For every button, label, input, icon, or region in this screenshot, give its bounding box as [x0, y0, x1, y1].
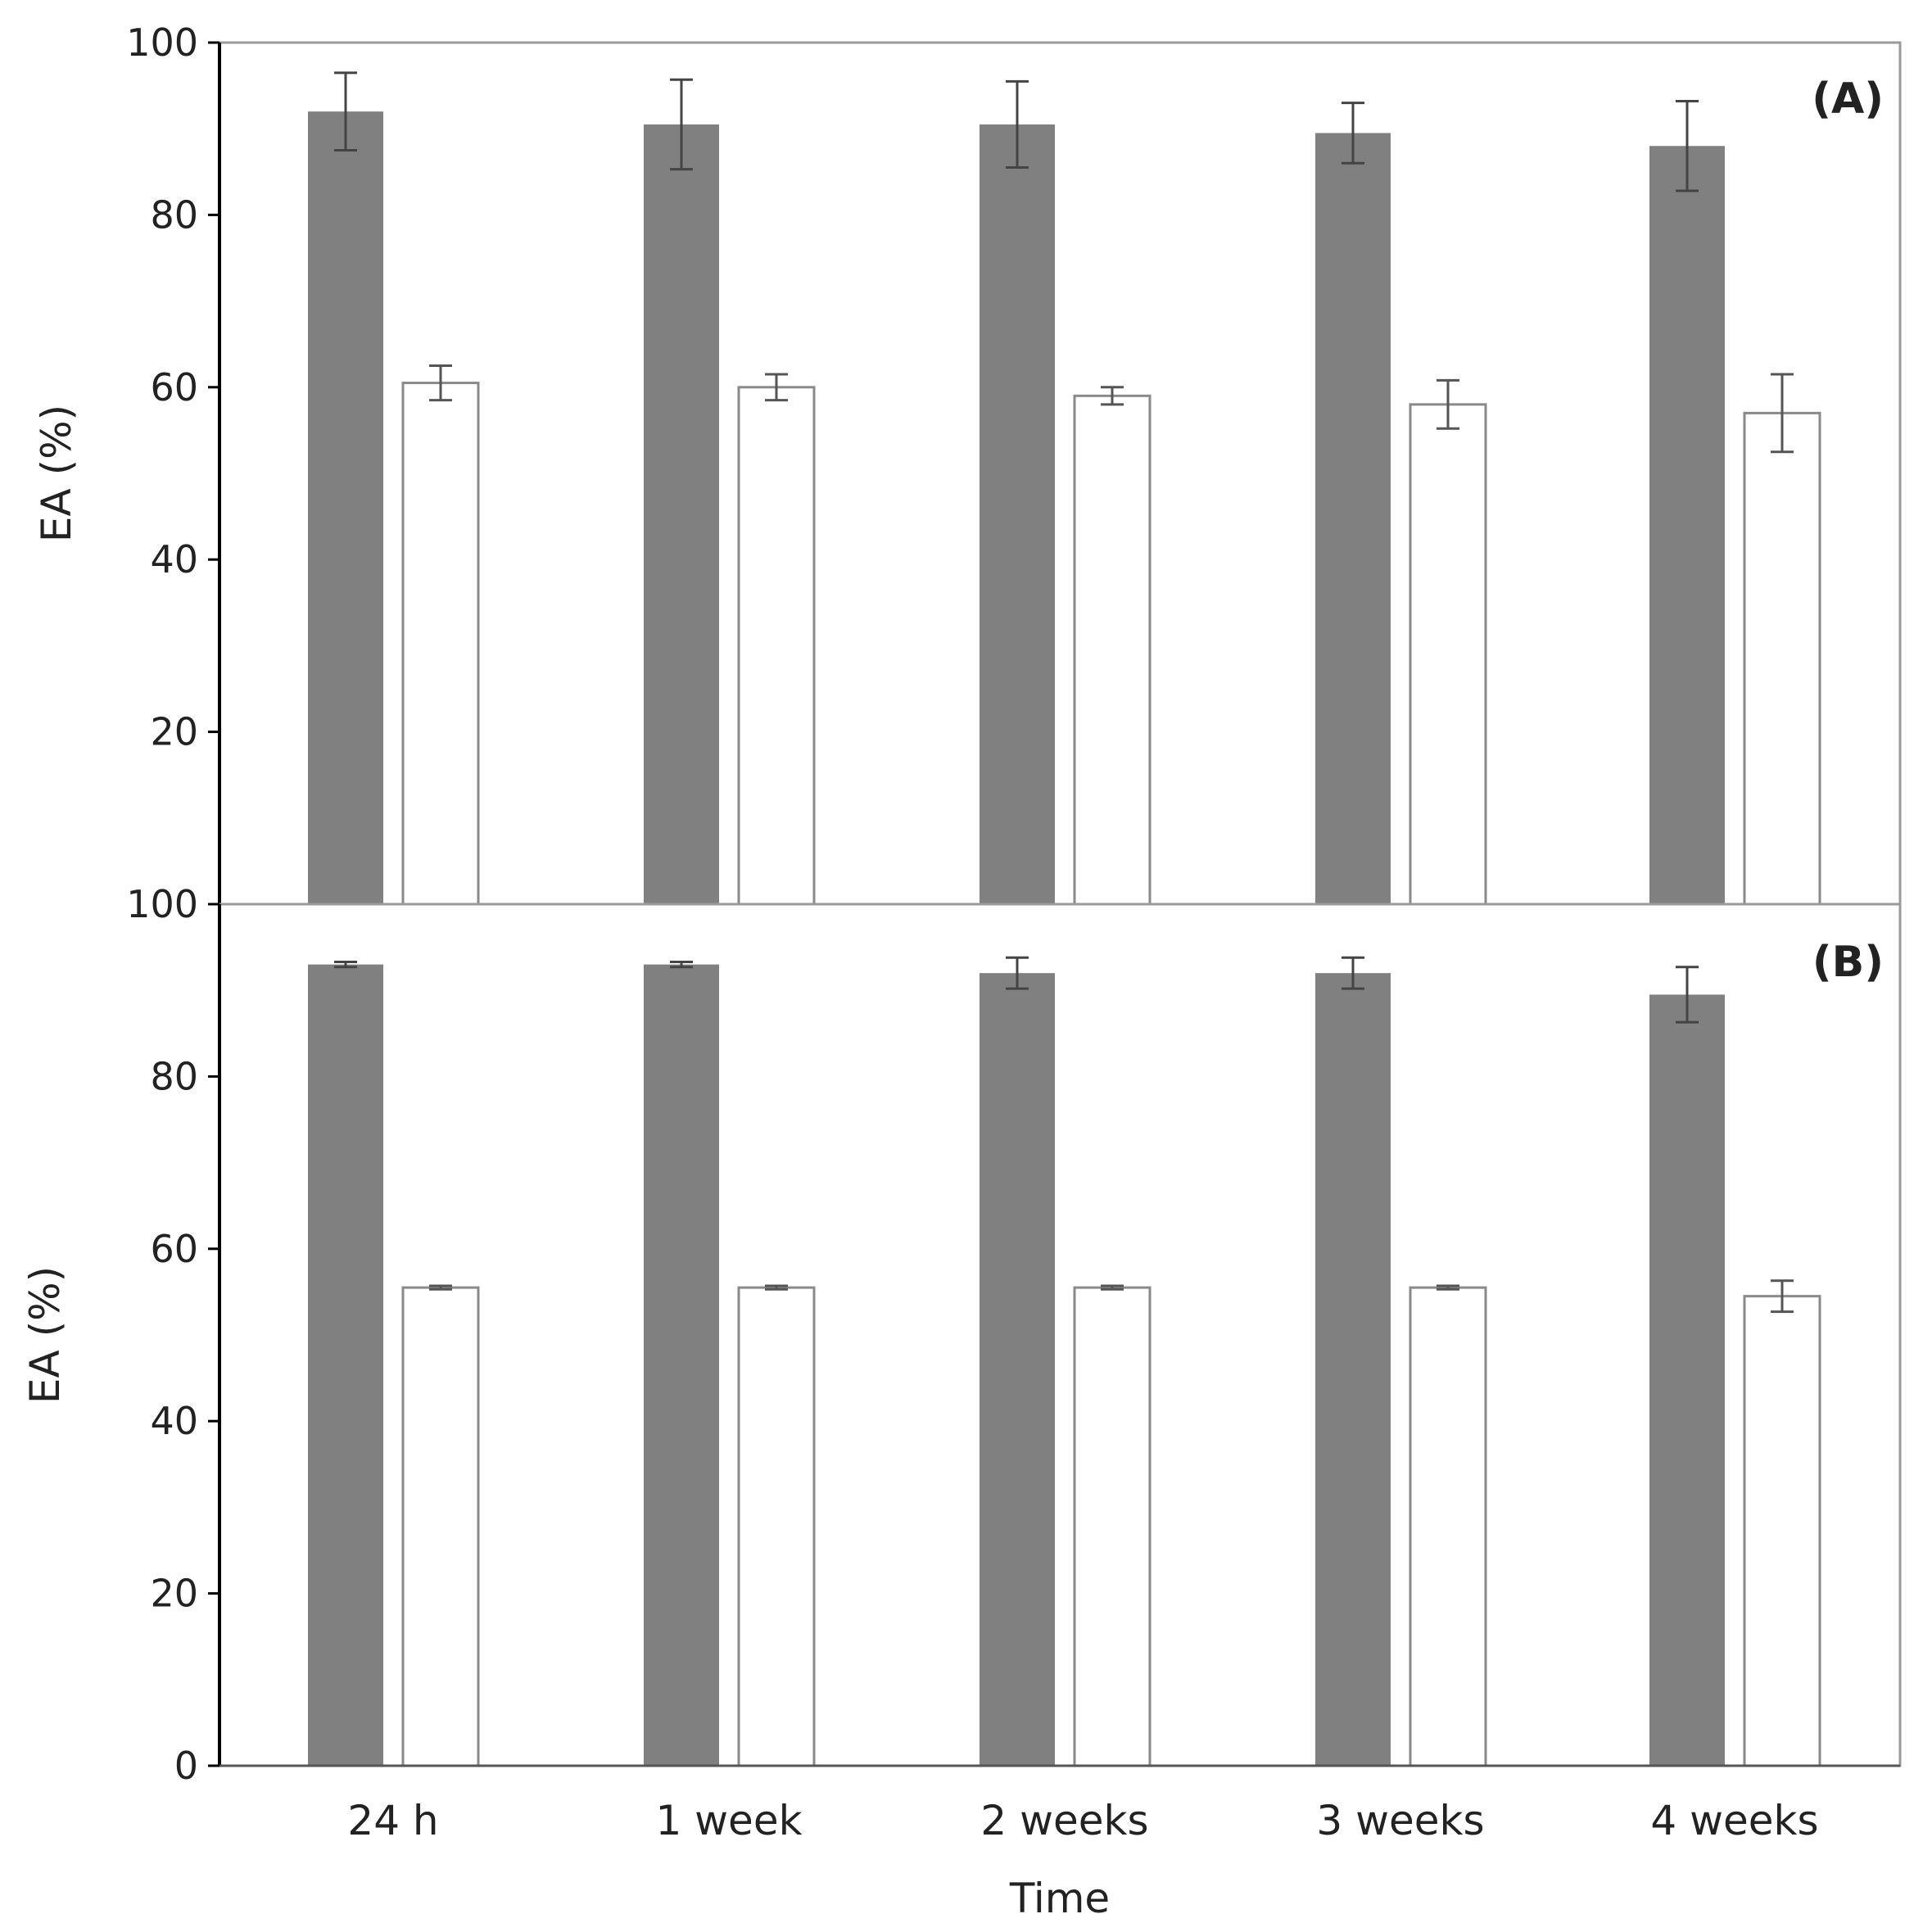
bar-open-3	[1409, 1286, 1487, 1767]
x-axis-title: Time	[1009, 1875, 1110, 1922]
y-tick-label: 80	[150, 1054, 198, 1098]
bar-filled-4	[1649, 146, 1725, 905]
bar-filled-0	[308, 111, 383, 904]
y-tick-label: 60	[150, 365, 198, 409]
bar-open-0	[401, 382, 480, 906]
y-tick-label: 100	[126, 20, 198, 65]
bar-open-3	[1409, 403, 1487, 906]
x-category-label: 24 h	[347, 1797, 438, 1844]
x-category-label: 3 weeks	[1316, 1797, 1484, 1844]
panel-a-bars	[308, 71, 1821, 906]
y-tick-label: 100	[126, 882, 198, 926]
panel-a-y-ticks: 20 40 60 80 100	[126, 20, 219, 754]
panel-b: (B) EA (%) 0 20 40 60 80 100	[21, 882, 1902, 1788]
bar-filled-4	[1649, 994, 1725, 1766]
x-category-label: 2 weeks	[980, 1797, 1148, 1844]
bar-open-0	[401, 1286, 480, 1767]
bar-open-4	[1743, 1295, 1821, 1767]
panel-b-bars	[308, 956, 1821, 1767]
x-category-label: 4 weeks	[1650, 1797, 1818, 1844]
bar-filled-3	[1315, 973, 1391, 1766]
bar-open-1	[737, 1286, 816, 1767]
panel-a-label: (A)	[1812, 75, 1884, 124]
bar-open-2	[1073, 1286, 1152, 1767]
bar-filled-0	[308, 964, 383, 1766]
y-tick-label: 80	[150, 192, 198, 237]
x-category-labels: 24 h 1 week 2 weeks 3 weeks 4 weeks	[347, 1797, 1818, 1844]
panel-b-ylabel: EA (%)	[21, 1266, 69, 1404]
bar-open-1	[737, 386, 816, 906]
panel-a-ylabel: EA (%)	[33, 405, 80, 542]
bar-filled-1	[644, 964, 719, 1766]
panel-b-y-ticks: 0 20 40 60 80 100	[126, 882, 219, 1788]
panel-b-label: (B)	[1812, 938, 1884, 987]
bar-filled-1	[644, 124, 719, 904]
y-tick-label: 40	[150, 537, 198, 581]
bar-filled-3	[1315, 133, 1391, 904]
y-tick-label: 60	[150, 1227, 198, 1271]
panel-a: (A) EA (%) 20 40 60 80 100	[33, 20, 1902, 906]
x-category-label: 1 week	[655, 1797, 802, 1844]
bar-filled-2	[980, 124, 1055, 904]
y-tick-label: 0	[174, 1744, 198, 1788]
y-tick-label: 20	[150, 710, 198, 754]
bar-open-2	[1073, 394, 1152, 906]
y-tick-label: 40	[150, 1399, 198, 1443]
bar-open-4	[1743, 411, 1821, 906]
bar-filled-2	[980, 973, 1055, 1766]
y-tick-label: 20	[150, 1572, 198, 1616]
